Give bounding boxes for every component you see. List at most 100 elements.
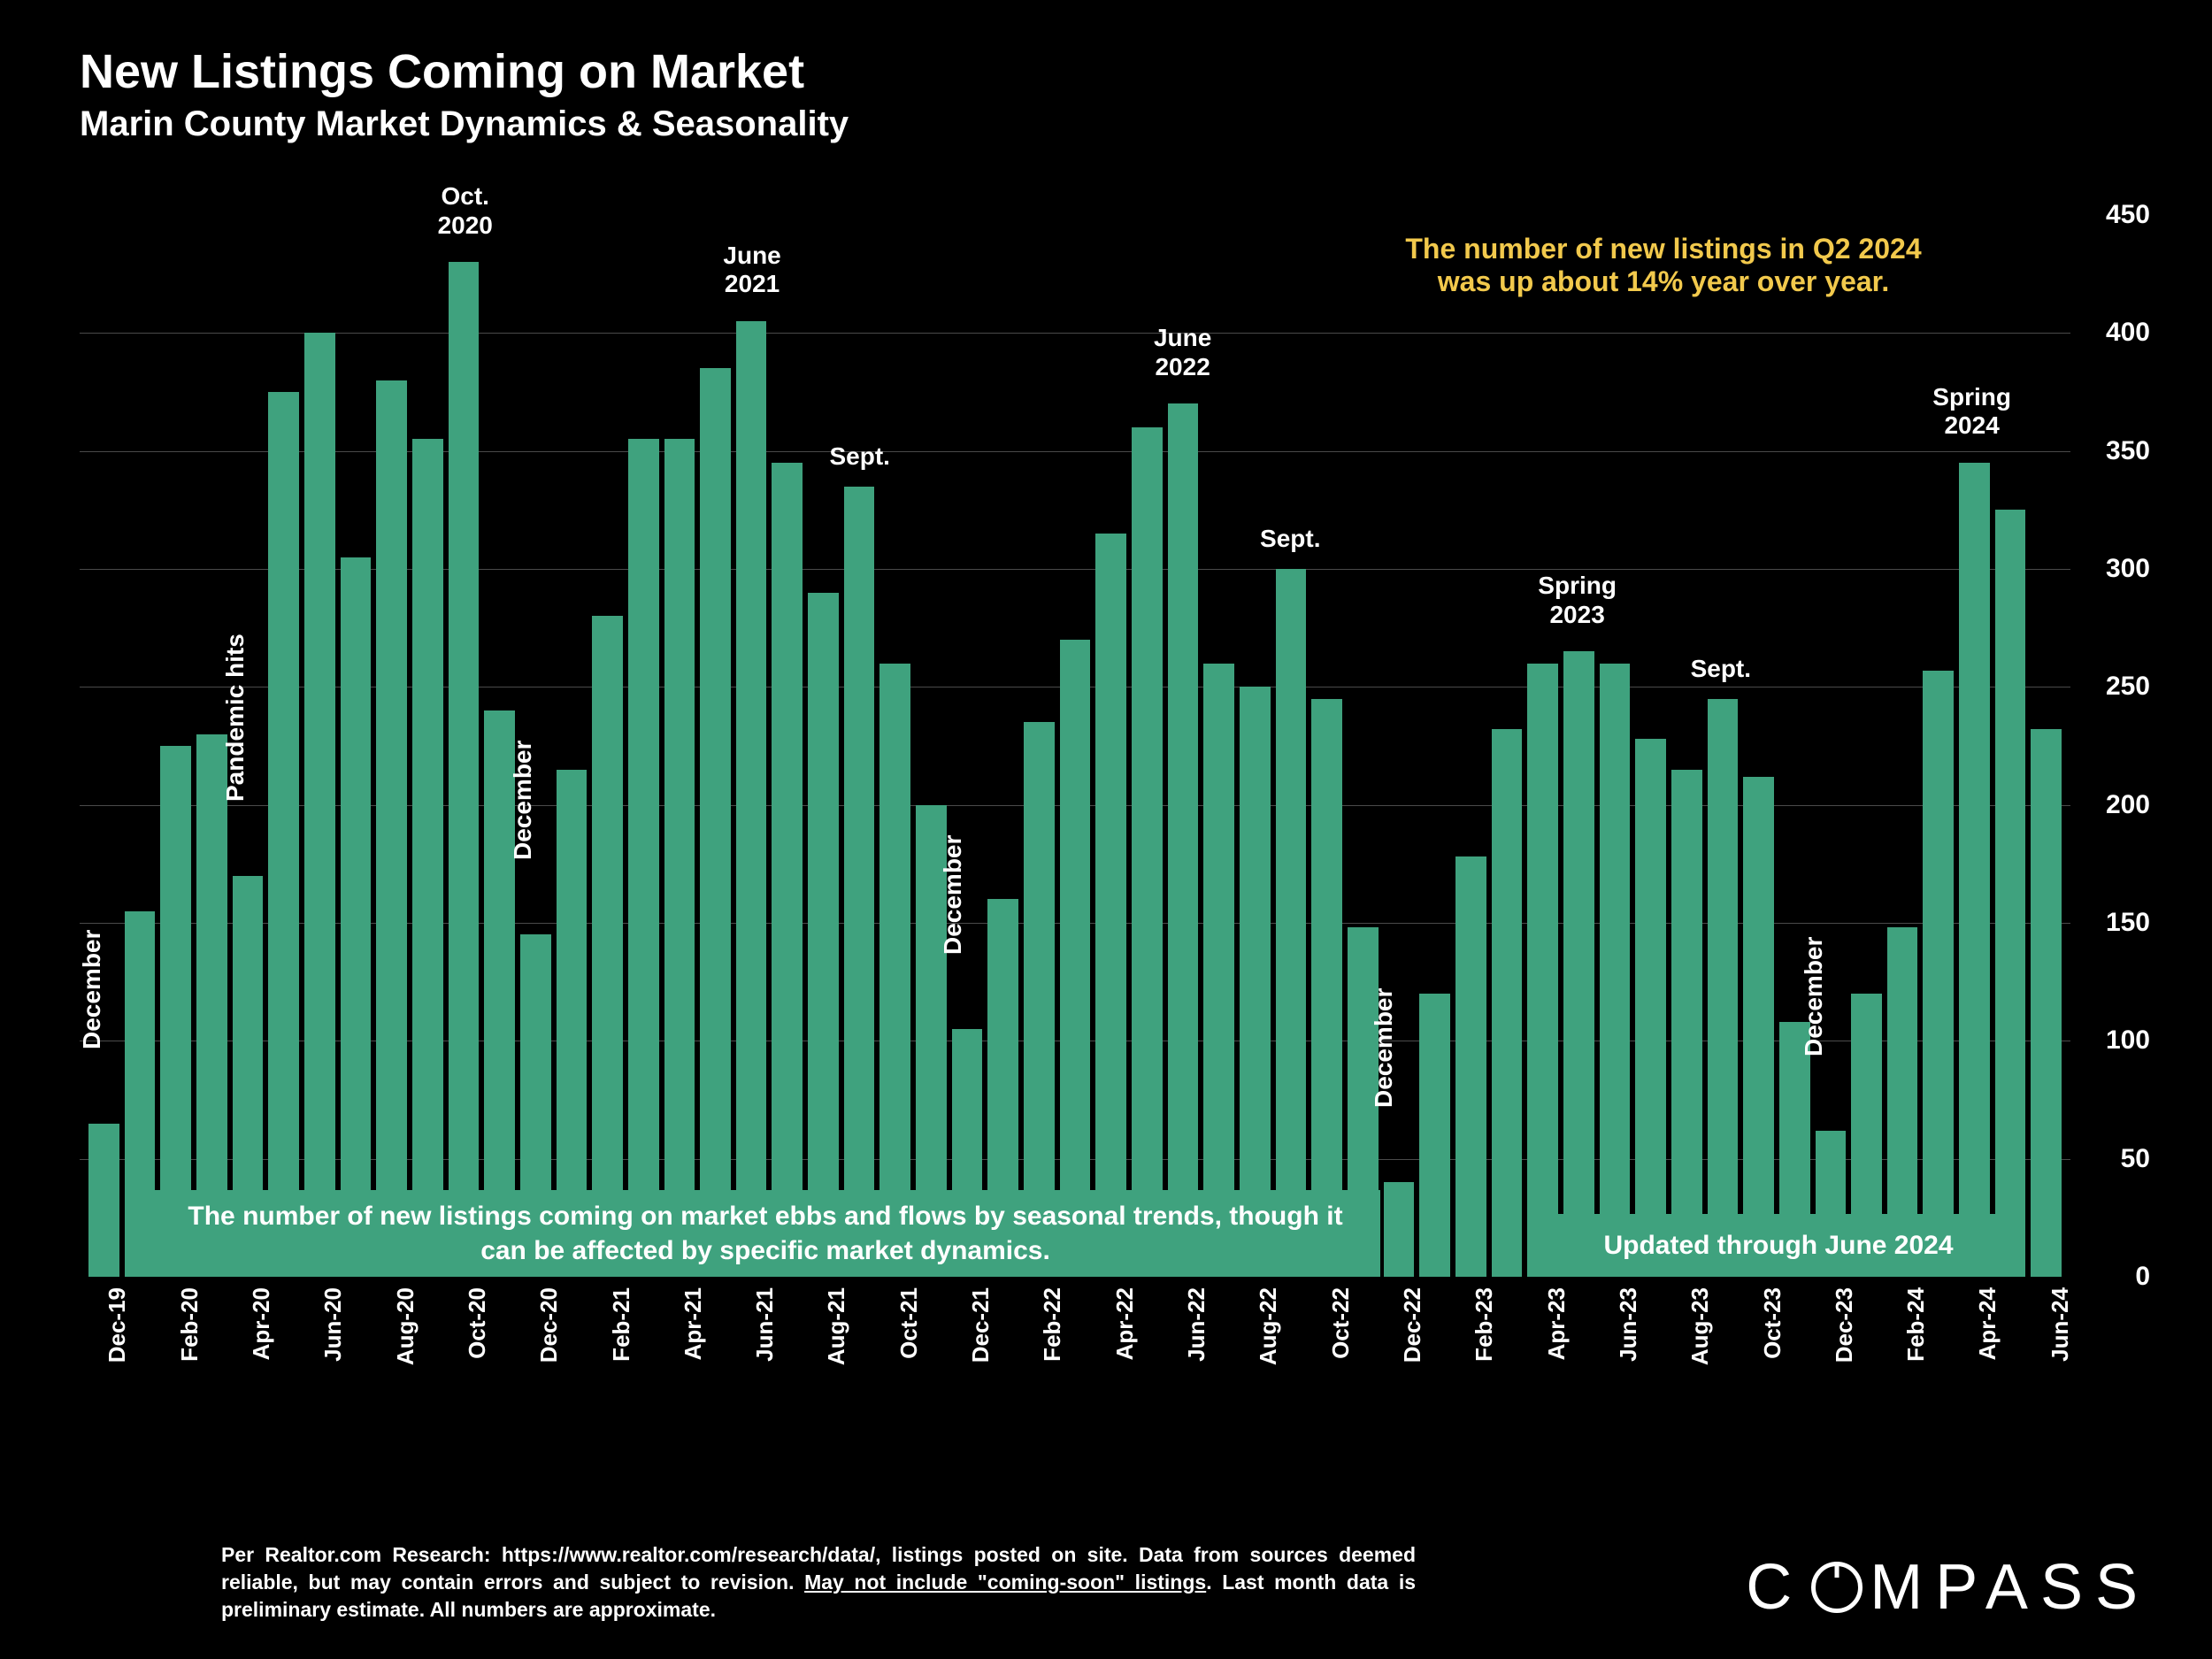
x-tick-label: Apr-22 [1111, 1287, 1139, 1360]
x-tick-label: Oct-20 [464, 1287, 491, 1359]
highlight-annotation: The number of new listings in Q2 2024 wa… [1301, 233, 2026, 298]
bar [1527, 664, 1558, 1277]
bar [1203, 664, 1234, 1277]
bar [268, 392, 299, 1277]
y-axis: 050100150200250300350400450 [2070, 215, 2150, 1277]
vertical-label: December [78, 929, 106, 1048]
footnote: Per Realtor.com Research: https://www.re… [221, 1541, 1416, 1624]
bar [2031, 729, 2062, 1277]
callout: June 2022 [1154, 324, 1211, 380]
y-tick: 350 [2088, 436, 2150, 466]
compass-logo: C MPASS [1746, 1551, 2150, 1624]
footnote-underline: May not include "coming-soon" listings [804, 1571, 1206, 1594]
bar [376, 380, 407, 1277]
y-tick: 200 [2088, 790, 2150, 820]
x-tick-label: Aug-21 [823, 1287, 850, 1365]
x-tick-label: Jun-20 [319, 1287, 347, 1362]
bar [341, 557, 372, 1277]
chart-title: New Listings Coming on Market [80, 44, 2150, 99]
bar [592, 616, 623, 1277]
x-tick-label: Feb-24 [1902, 1287, 1930, 1362]
callout: Sept. [829, 442, 889, 471]
footer: Per Realtor.com Research: https://www.re… [80, 1541, 2150, 1624]
x-tick-label: Dec-22 [1399, 1287, 1426, 1363]
bar [1132, 427, 1163, 1277]
y-tick: 100 [2088, 1025, 2150, 1056]
bar [1563, 651, 1594, 1277]
bars [88, 215, 2062, 1277]
vertical-label: December [1800, 936, 1828, 1056]
bar [1095, 534, 1126, 1277]
bar [1671, 770, 1702, 1277]
x-tick-label: Jun-22 [1183, 1287, 1210, 1362]
x-tick-label: Apr-20 [248, 1287, 275, 1360]
x-tick-label: Feb-20 [176, 1287, 204, 1362]
y-tick: 250 [2088, 672, 2150, 702]
caption-right: Updated through June 2024 [1540, 1214, 2017, 1277]
x-tick-label: Apr-23 [1543, 1287, 1571, 1360]
y-tick: 400 [2088, 318, 2150, 348]
callout: Spring 2023 [1538, 572, 1617, 628]
x-tick-label: Oct-23 [1759, 1287, 1786, 1359]
x-tick-label: Aug-20 [392, 1287, 419, 1365]
callout: June 2021 [723, 242, 780, 298]
bar [1995, 510, 2026, 1277]
callout: Sept. [1260, 525, 1320, 553]
x-tick-label: Feb-23 [1471, 1287, 1498, 1362]
plot-area: Dec-19Feb-20Apr-20Jun-20Aug-20Oct-20Dec-… [80, 215, 2070, 1277]
vertical-label: December [939, 835, 967, 955]
x-tick-label: Apr-21 [680, 1287, 707, 1360]
x-tick-label: Dec-19 [104, 1287, 131, 1363]
chart-subtitle: Marin County Market Dynamics & Seasonali… [80, 104, 2150, 144]
bar [1455, 856, 1486, 1277]
x-tick-label: Aug-22 [1255, 1287, 1282, 1365]
x-tick-label: Jun-23 [1615, 1287, 1642, 1362]
bar [1600, 664, 1631, 1277]
bar [1492, 729, 1523, 1277]
vertical-label: December [1370, 988, 1398, 1108]
bar [772, 463, 803, 1277]
y-tick: 300 [2088, 554, 2150, 584]
bar [1743, 777, 1774, 1277]
bar [1168, 403, 1199, 1277]
bar [844, 487, 875, 1277]
callout: Oct. 2020 [438, 182, 493, 239]
logo-text-post: MPASS [1870, 1551, 2150, 1624]
y-tick: 50 [2103, 1144, 2150, 1174]
caption-left: The number of new listings coming on mar… [150, 1190, 1380, 1277]
x-tick-label: Jun-24 [2047, 1287, 2074, 1362]
x-tick-label: Oct-22 [1327, 1287, 1355, 1359]
x-tick-label: Apr-24 [1974, 1287, 2001, 1360]
compass-icon [1811, 1562, 1863, 1613]
x-tick-label: Dec-21 [967, 1287, 995, 1363]
bar [1959, 463, 1990, 1277]
bar [879, 664, 910, 1277]
logo-text-pre: C [1746, 1551, 1804, 1624]
bar [1384, 1182, 1415, 1277]
bar [700, 368, 731, 1277]
x-tick-label: Dec-20 [535, 1287, 563, 1363]
bar [304, 333, 335, 1277]
y-tick: 0 [2117, 1262, 2150, 1292]
chart-area: Dec-19 Feb-20 Apr-20 Jun-20 Aug-20 Oct-20 Dec-… [80, 215, 2150, 1364]
vertical-label: December [509, 741, 537, 860]
bar [88, 1124, 119, 1277]
bar [1708, 699, 1739, 1277]
callout: Sept. [1691, 655, 1751, 683]
vertical-label: Pandemic hits [221, 634, 250, 802]
bar [449, 262, 480, 1277]
bar [1240, 687, 1271, 1277]
bar [664, 439, 695, 1277]
x-tick-label: Oct-21 [895, 1287, 923, 1359]
bar [1923, 671, 1954, 1277]
y-tick: 150 [2088, 908, 2150, 938]
bar [1276, 569, 1307, 1277]
x-tick-label: Feb-21 [608, 1287, 635, 1362]
bar [1635, 739, 1666, 1277]
y-tick: 450 [2088, 200, 2150, 230]
bar [808, 593, 839, 1277]
x-tick-label: Feb-22 [1039, 1287, 1066, 1362]
callout: Spring 2024 [1932, 383, 2011, 440]
bar [412, 439, 443, 1277]
x-tick-label: Dec-23 [1831, 1287, 1858, 1363]
